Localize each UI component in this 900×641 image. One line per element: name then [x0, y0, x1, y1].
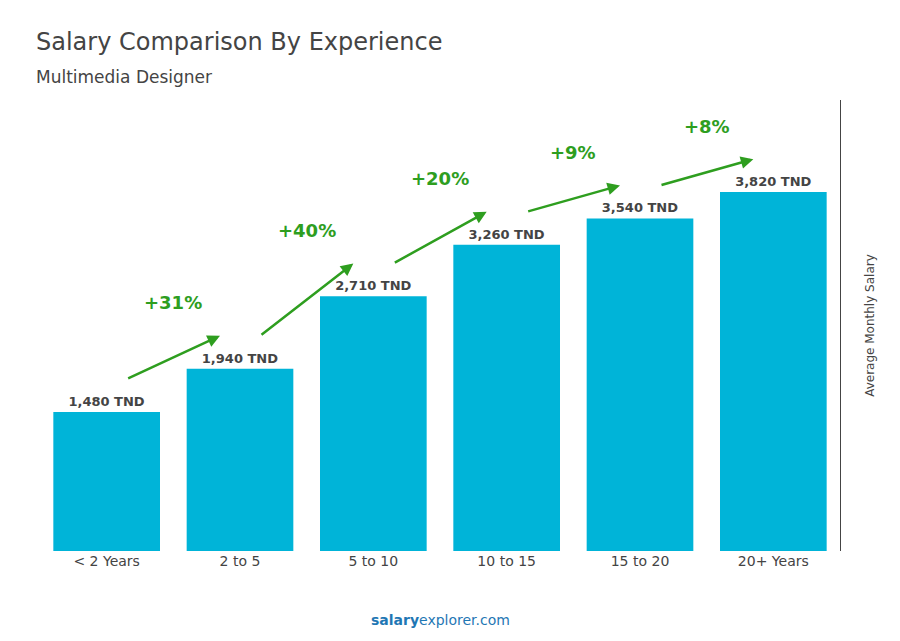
- svg-text:15 to 20: 15 to 20: [611, 553, 670, 569]
- svg-text:+8%: +8%: [684, 116, 730, 137]
- svg-text:20+ Years: 20+ Years: [738, 553, 809, 569]
- svg-text:+20%: +20%: [411, 168, 469, 189]
- svg-text:5 to 10: 5 to 10: [348, 553, 398, 569]
- svg-text:+40%: +40%: [278, 220, 336, 241]
- svg-text:1,480 TND: 1,480 TND: [68, 394, 144, 409]
- svg-text:< 2 Years: < 2 Years: [73, 553, 139, 569]
- svg-text:3,820 TND: 3,820 TND: [735, 174, 811, 189]
- svg-text:+9%: +9%: [550, 142, 596, 163]
- svg-text:Average Monthly Salary: Average Monthly Salary: [863, 254, 877, 397]
- svg-text:Multimedia Designer: Multimedia Designer: [36, 67, 212, 87]
- svg-text:salaryexplorer.com: salaryexplorer.com: [371, 612, 510, 628]
- svg-text:10 to 15: 10 to 15: [477, 553, 536, 569]
- svg-text:2,710 TND: 2,710 TND: [335, 278, 411, 293]
- svg-text:3,540 TND: 3,540 TND: [602, 200, 678, 215]
- svg-text:+31%: +31%: [144, 292, 202, 313]
- svg-text:1,940 TND: 1,940 TND: [202, 351, 278, 366]
- svg-text:2 to 5: 2 to 5: [220, 553, 261, 569]
- svg-text:3,260 TND: 3,260 TND: [468, 227, 544, 242]
- svg-text:Salary Comparison By Experienc: Salary Comparison By Experience: [36, 28, 442, 56]
